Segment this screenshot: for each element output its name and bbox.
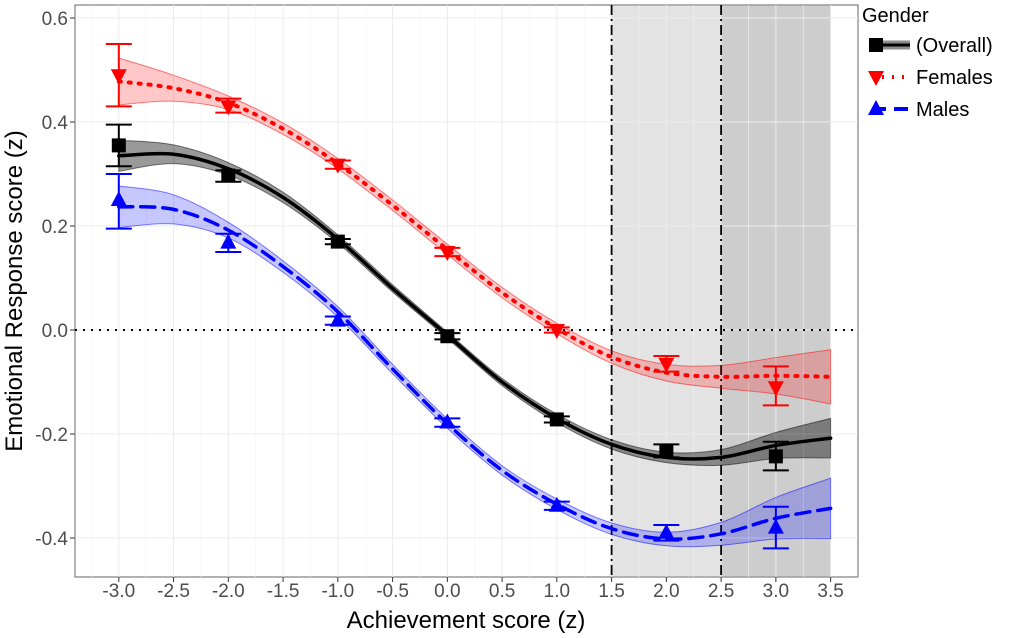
x-axis-ticks: -3.0 -2.5 -2.0 -1.5 -1.0 -0.5 0.0 0.5 1.0 1.5 2.0 2…	[102, 577, 844, 602]
x-tick-label: 1.0	[544, 581, 570, 602]
fitted-curves	[116, 79, 833, 541]
legend-label-overall: (Overall)	[916, 35, 993, 57]
point-females	[548, 324, 565, 339]
point-males	[110, 191, 127, 206]
reference-lines	[75, 5, 858, 577]
point-overall	[111, 138, 126, 153]
point-females	[767, 381, 784, 397]
point-males	[439, 413, 456, 429]
x-tick-label: 2.0	[653, 581, 679, 602]
point-females	[220, 100, 237, 116]
y-tick-label: 0.0	[42, 321, 68, 342]
curve-females	[116, 79, 833, 379]
legend-marker-females	[868, 71, 884, 86]
y-axis-ticks: -0.4 -0.2 0.0 0.2 0.4 0.6	[35, 9, 75, 550]
legend-marker-males	[868, 100, 884, 115]
y-tick-label: -0.2	[35, 425, 68, 446]
curve-overall	[117, 151, 833, 461]
point-overall	[440, 329, 455, 344]
y-tick-label: -0.4	[35, 529, 68, 550]
legend-title: Gender	[862, 5, 929, 27]
x-tick-label: -1.0	[321, 581, 354, 602]
x-tick-label: -2.5	[157, 581, 190, 602]
x-tick-label: 0.5	[489, 581, 515, 602]
x-tick-label: -3.0	[102, 581, 135, 602]
point-overall	[330, 234, 345, 249]
point-overall	[768, 449, 783, 464]
data-points	[105, 43, 789, 550]
x-tick-label: 0.0	[434, 581, 460, 602]
x-tick-label: 1.5	[598, 581, 624, 602]
legend-marker-overall	[869, 38, 883, 52]
x-tick-label: 2.5	[708, 581, 734, 602]
point-overall	[221, 168, 236, 183]
point-females	[658, 357, 675, 373]
x-tick-label: -2.0	[212, 581, 245, 602]
ribbon-males	[118, 185, 832, 548]
point-females	[110, 69, 127, 85]
point-males	[329, 311, 346, 327]
legend-label-males: Males	[916, 99, 969, 121]
curve-males	[117, 204, 833, 541]
point-males	[767, 518, 784, 534]
point-overall	[549, 412, 564, 427]
y-axis-label: Emotional Response score (z)	[1, 130, 28, 451]
legend-label-females: Females	[916, 67, 993, 89]
point-males	[220, 233, 237, 249]
legend: Gender (Overall) Females Males	[862, 5, 993, 121]
y-tick-label: 0.6	[42, 9, 68, 30]
point-females	[329, 158, 346, 174]
x-tick-label: 3.0	[763, 581, 789, 602]
point-females	[439, 246, 456, 261]
point-males	[658, 523, 675, 539]
point-males	[548, 496, 565, 512]
ribbon-overall	[118, 139, 832, 466]
y-tick-label: 0.4	[42, 113, 69, 134]
x-axis-label: Achievement score (z)	[347, 607, 586, 633]
x-tick-label: 3.5	[817, 581, 843, 602]
point-overall	[659, 443, 674, 458]
x-tick-label: -0.5	[376, 581, 409, 602]
x-tick-label: -1.5	[267, 581, 300, 602]
y-tick-label: 0.2	[42, 217, 68, 238]
